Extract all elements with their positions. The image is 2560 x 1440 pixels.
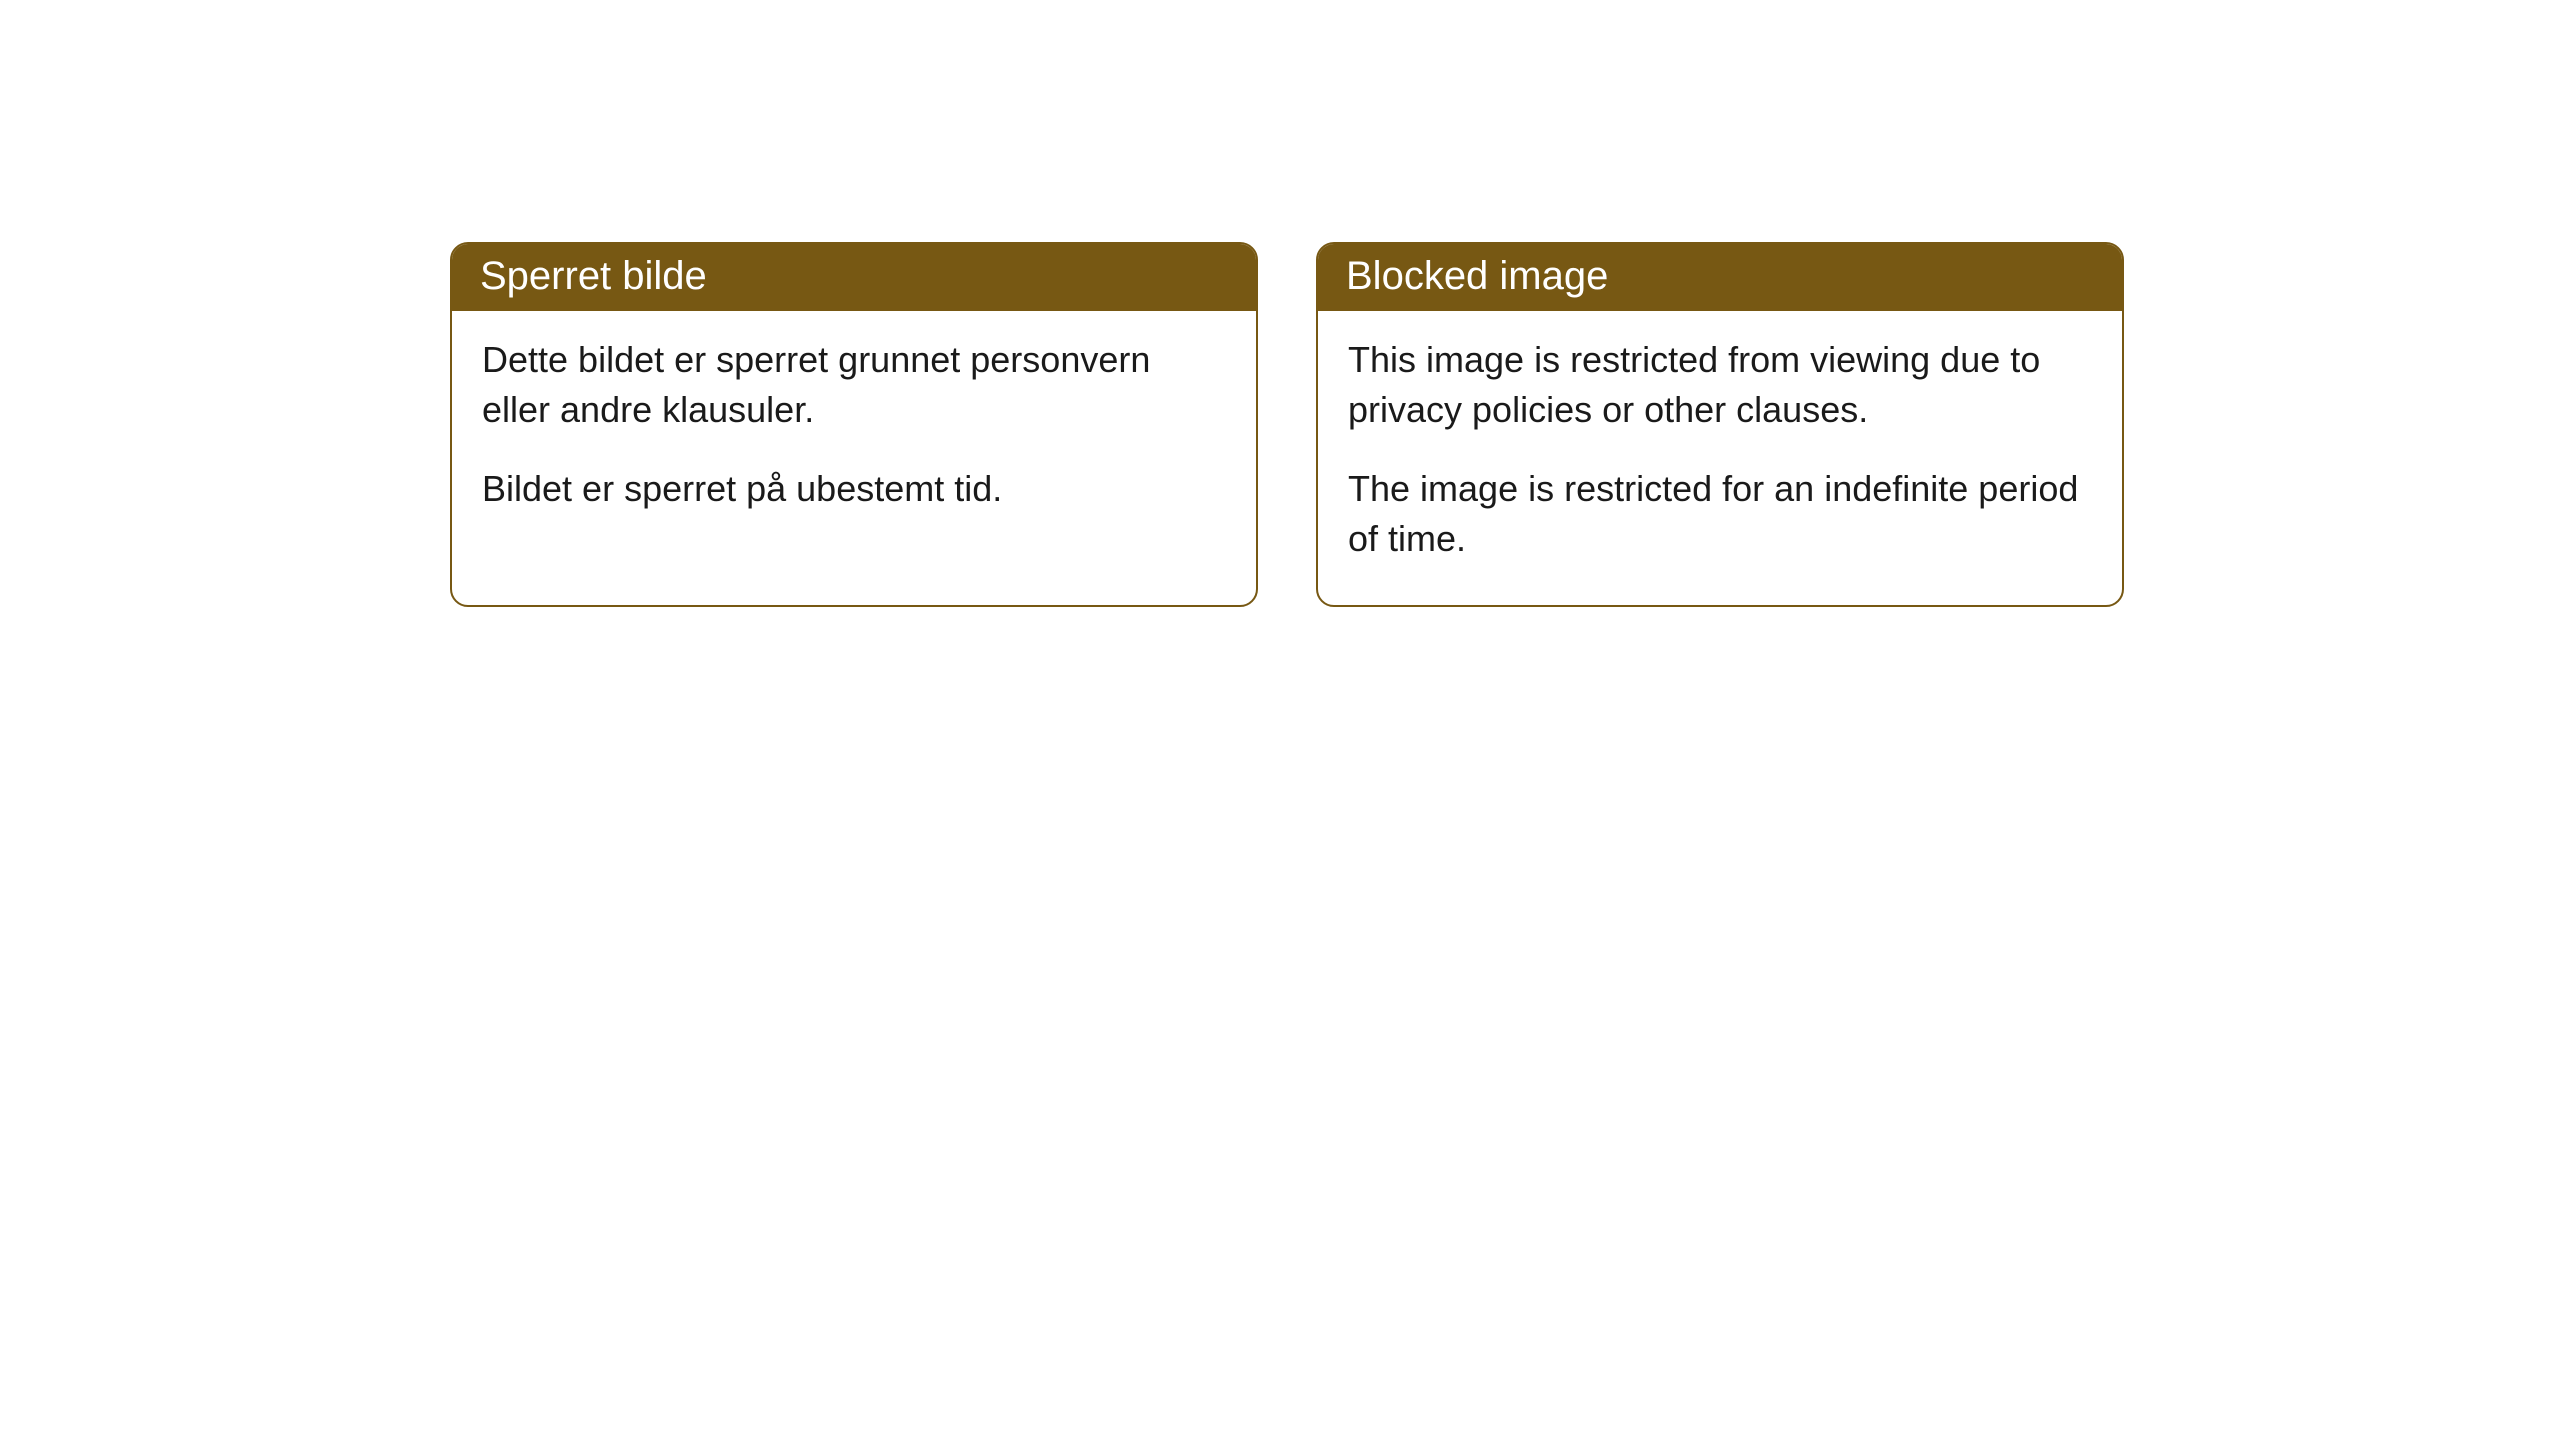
card-title: Blocked image — [1346, 254, 1608, 298]
blocked-image-card-english: Blocked image This image is restricted f… — [1316, 242, 2124, 607]
card-header: Sperret bilde — [452, 244, 1256, 311]
card-paragraph: Dette bildet er sperret grunnet personve… — [482, 335, 1226, 436]
card-body: Dette bildet er sperret grunnet personve… — [452, 311, 1256, 554]
card-header: Blocked image — [1318, 244, 2122, 311]
card-paragraph: The image is restricted for an indefinit… — [1348, 464, 2092, 565]
cards-container: Sperret bilde Dette bildet er sperret gr… — [0, 0, 2560, 607]
card-paragraph: This image is restricted from viewing du… — [1348, 335, 2092, 436]
card-title: Sperret bilde — [480, 254, 707, 298]
card-paragraph: Bildet er sperret på ubestemt tid. — [482, 464, 1226, 514]
blocked-image-card-norwegian: Sperret bilde Dette bildet er sperret gr… — [450, 242, 1258, 607]
card-body: This image is restricted from viewing du… — [1318, 311, 2122, 605]
